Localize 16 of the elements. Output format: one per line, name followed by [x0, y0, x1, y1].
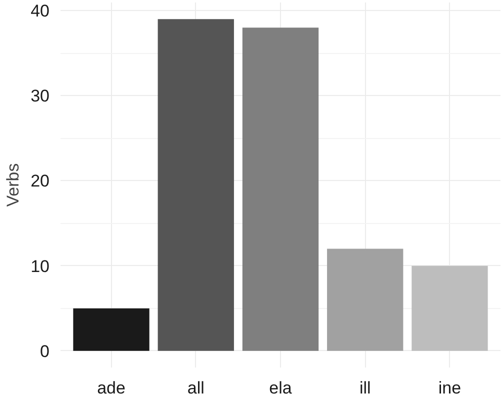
y-tick-label: 20	[30, 172, 50, 191]
x-tick-label: ela	[269, 378, 292, 398]
x-tick-label: ade	[97, 378, 126, 398]
bar	[242, 28, 319, 351]
y-axis-title: Verbs	[4, 163, 23, 207]
x-tick-label: ine	[438, 378, 462, 398]
x-tick-label: all	[187, 378, 204, 398]
y-tick-label: 40	[30, 2, 50, 21]
bar	[73, 308, 150, 351]
bar	[158, 19, 234, 351]
bar	[327, 248, 404, 351]
x-tick-label: ill	[359, 378, 371, 398]
bar	[412, 266, 488, 351]
y-tick-label: 30	[30, 86, 50, 106]
y-tick-label: 10	[30, 256, 50, 276]
y-tick-label: 0	[40, 342, 50, 361]
